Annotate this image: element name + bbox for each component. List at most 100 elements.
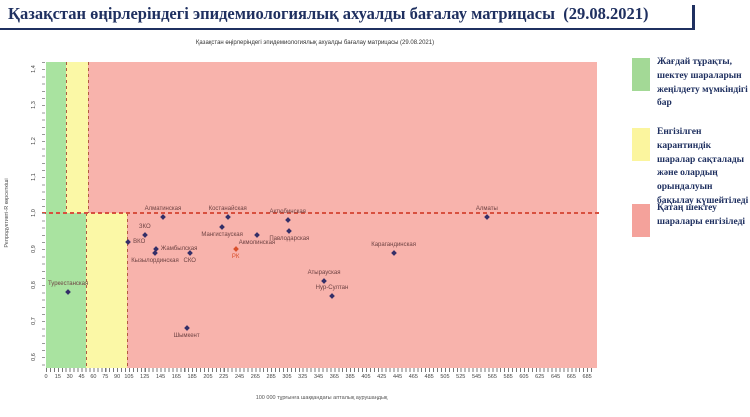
data-point-Алматы	[483, 213, 490, 220]
data-point-label: Костанайская	[208, 205, 247, 212]
data-point-label: ЗКО	[138, 223, 151, 230]
x-tick-label: 565	[487, 374, 497, 380]
y-tick-label: 1,1	[31, 173, 37, 181]
legend-item-strict-restrictions: Қатаң шектеу шаралары енгізіледі	[632, 202, 750, 237]
x-tick-label: 30	[66, 374, 73, 380]
data-point-label: СКО	[183, 257, 196, 264]
x-tick-label: 185	[187, 374, 197, 380]
x-tick-label: 225	[219, 374, 229, 380]
x-tick-label: 385	[345, 374, 355, 380]
data-point-Актюбинская	[284, 217, 291, 224]
x-tick-label: 585	[503, 374, 513, 380]
x-tick-label: 145	[155, 374, 166, 380]
zone-boundary-line	[85, 213, 87, 368]
page-title-text: Қазақстан өңірлеріндегі эпидемиологиялық…	[8, 4, 555, 23]
y-tick-label: 1,0	[31, 209, 37, 217]
x-tick-label: 0	[44, 374, 48, 380]
x-axis-title: 100 000 тұрғынға шаққандағы апталық ауру…	[255, 395, 388, 401]
data-point-label: Кызылординская	[131, 257, 179, 264]
zone-yellow-lower	[85, 213, 128, 368]
x-tick-label: 425	[377, 374, 387, 380]
x-tick-label: 325	[298, 374, 308, 380]
data-point-ВКО	[125, 238, 131, 245]
zone-boundary-line	[87, 62, 89, 213]
data-point-label: Карагандинская	[371, 241, 416, 248]
data-point-label: Туркестанская	[47, 281, 89, 288]
y-axis-title: Репродуктивті-R көрсеткіші	[4, 178, 10, 248]
plot-area: Туркестанская ВКО ЗКО Жамбылская Кызылординс…	[42, 62, 601, 368]
epidemic-matrix-chart: Қазақстан өңірлеріндегі эпидемиологиялық…	[0, 36, 630, 414]
data-point-label: Нур-Султан	[315, 284, 349, 291]
data-point-label: Атырауская	[307, 270, 341, 277]
page-title: Қазақстан өңірлеріндегі эпидемиологиялық…	[0, 0, 694, 24]
zone-yellow-upper	[65, 62, 88, 213]
x-tick-label: 90	[114, 374, 121, 380]
x-tick-label: 605	[519, 374, 529, 380]
data-point-label: Павлодарская	[269, 236, 310, 242]
x-tick-label: 625	[535, 374, 545, 380]
x-tick-label: 545	[471, 374, 482, 380]
zone-green-upper	[46, 62, 66, 213]
y-tick-label: 0,6	[31, 353, 37, 361]
legend-swatch-green	[632, 58, 650, 91]
x-tick-label: 125	[140, 374, 150, 380]
x-tick-label: 265	[250, 374, 260, 380]
y-tick-label: 0,7	[31, 317, 37, 325]
data-point-Шымкент	[183, 325, 190, 332]
legend-swatch-yellow	[632, 128, 650, 161]
legend-item-quarantine-kept: Енгізілген карантиндік шаралар сақталады…	[632, 126, 750, 209]
page-header: Қазақстан өңірлеріндегі эпидемиологиялық…	[0, 0, 694, 30]
y-tick-label: 1,3	[31, 101, 37, 109]
data-point-Костанайская	[224, 213, 231, 220]
x-tick-label: 405	[361, 374, 371, 380]
legend-label: Қатаң шектеу шаралары енгізіледі	[657, 203, 746, 227]
legend-item-stable: Жағдай тұрақты, шектеу шараларын жеңілде…	[632, 56, 750, 111]
x-tick-label: 525	[456, 374, 466, 380]
x-tick-label: 75	[102, 374, 109, 380]
x-tick-label: 165	[171, 374, 181, 380]
page-title-date: (29.08.2021)	[563, 4, 649, 23]
data-point-Атырауская	[321, 278, 327, 285]
r1-reference-line	[42, 212, 601, 214]
x-tick-label: 105	[124, 374, 134, 380]
x-tick-label: 505	[440, 374, 450, 380]
x-tick-label: 245	[234, 374, 245, 380]
x-tick-label: 645	[550, 374, 561, 380]
x-tick-label: 45	[78, 374, 85, 380]
legend: Жағдай тұрақты, шектеу шараларын жеңілде…	[632, 0, 750, 417]
x-tick-label: 445	[392, 374, 403, 380]
y-tick-label: 1,4	[31, 65, 37, 73]
data-point-Алматинская	[160, 213, 166, 220]
data-point-label: ВКО	[133, 238, 146, 245]
chart-subtitle: Қазақстан өңірлеріндегі эпидемиологиялық…	[195, 40, 435, 46]
data-point-label: РК	[231, 254, 240, 260]
y-axis-ticks	[42, 62, 45, 368]
x-tick-label: 365	[329, 374, 339, 380]
data-point-label: Акмолинская	[238, 239, 276, 246]
data-point-Павлодарская	[286, 228, 293, 234]
y-tick-label: 0,9	[31, 245, 37, 253]
data-point-Мангистауская	[219, 224, 225, 231]
x-tick-label: 285	[266, 374, 276, 380]
y-tick-label: 1,2	[31, 137, 37, 145]
zone-boundary-line	[127, 213, 129, 368]
x-tick-label: 665	[566, 374, 576, 380]
x-axis-ticks	[46, 368, 592, 372]
x-tick-label: 205	[203, 374, 213, 380]
legend-label: Жағдай тұрақты, шектеу шараларын жеңілде…	[657, 57, 748, 109]
data-point-label: Алматинская	[144, 205, 182, 212]
x-tick-label: 465	[408, 374, 418, 380]
title-underline-cap	[692, 5, 695, 30]
zone-boundary-line	[65, 62, 67, 213]
x-tick-label: 305	[282, 374, 292, 380]
data-point-Акмолинская	[254, 231, 260, 238]
x-tick-label: 60	[90, 374, 97, 380]
legend-swatch-red	[632, 204, 650, 237]
data-point-ЗКО	[141, 231, 148, 238]
data-point-label: Актюбинская	[269, 209, 306, 216]
x-tick-label: 685	[582, 374, 592, 380]
data-point-label: Жамбылская	[160, 246, 198, 252]
x-tick-label: 485	[424, 374, 434, 380]
data-point-label: Мангистауская	[201, 232, 243, 239]
